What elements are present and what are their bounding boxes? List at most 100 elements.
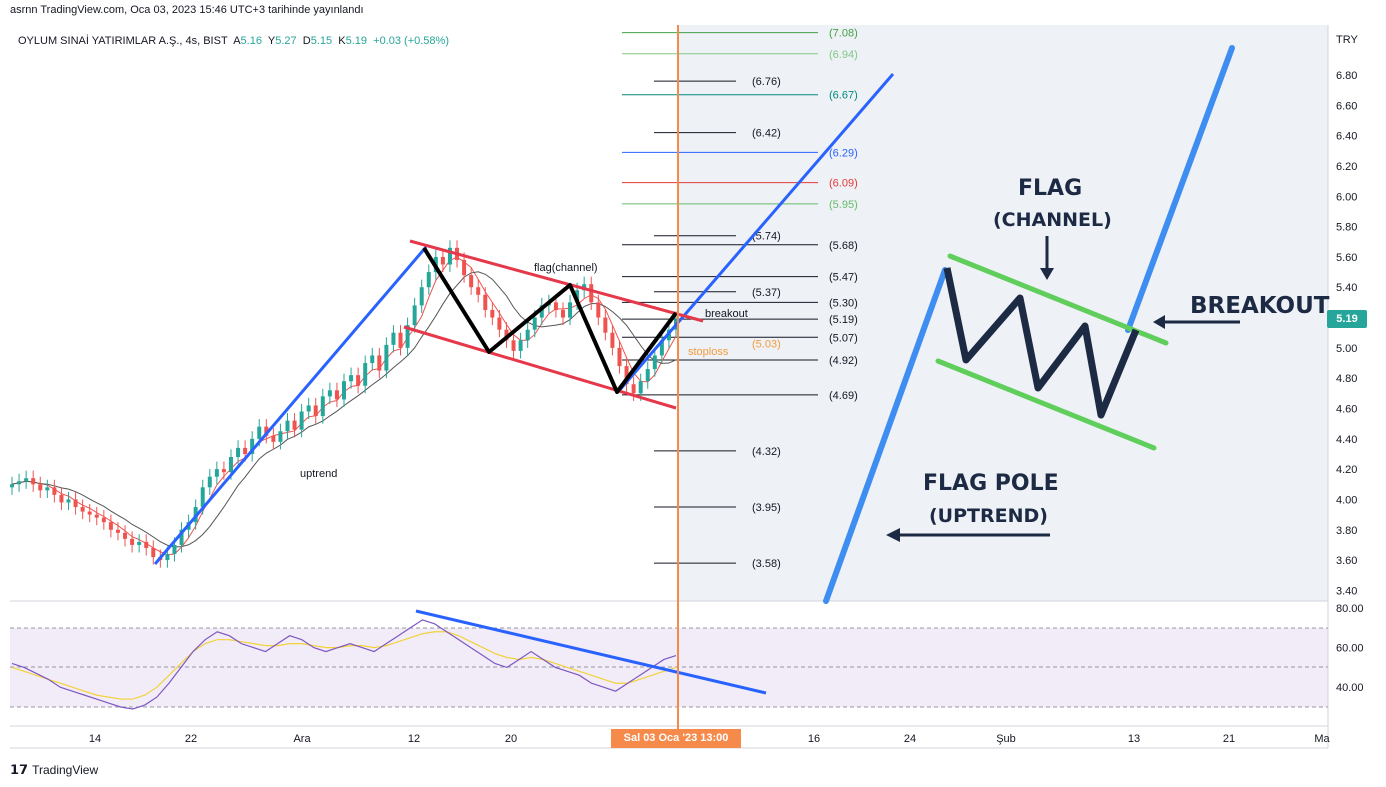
y-tick-label: 6.40: [1336, 131, 1357, 143]
candle-body: [617, 347, 622, 367]
illus-flag-sub: (CHANNEL): [993, 209, 1112, 231]
candle-body: [370, 355, 375, 364]
x-tick-label: 20: [505, 733, 517, 745]
level-label: (5.74): [752, 231, 781, 243]
level-label: (4.69): [829, 390, 858, 402]
candle-body: [17, 481, 22, 485]
illus-pole-sub: (UPTREND): [929, 505, 1048, 527]
change-value: +0.03 (+0.58%): [373, 35, 449, 47]
y-tick-label: 6.20: [1336, 161, 1357, 173]
candle-body: [645, 369, 650, 382]
candle-body: [306, 405, 311, 412]
rsi-tick-label: 40.00: [1336, 682, 1364, 694]
y-tick-label: 3.40: [1336, 585, 1357, 597]
y-tick-label: 4.20: [1336, 464, 1357, 476]
candle-body: [497, 317, 502, 330]
x-tick-label: 24: [904, 733, 916, 745]
channel-bottom-line: [403, 325, 677, 410]
candle-body: [165, 554, 170, 561]
candle-body: [476, 287, 481, 295]
candle-body: [384, 344, 389, 371]
candle-body: [568, 302, 573, 318]
candle-body: [412, 305, 417, 326]
candle-body: [631, 384, 636, 394]
level-label: (4.32): [752, 446, 781, 458]
symbol-info: OYLUM SINAİ YATIRIMLAR A.Ş., 4s, BIST A5…: [18, 35, 449, 47]
rsi-tick-label: 60.00: [1336, 643, 1364, 655]
candle-body: [59, 494, 64, 503]
current-price-tag: 5.19: [1327, 310, 1367, 328]
candle-body: [603, 317, 608, 333]
candle-body: [589, 284, 594, 303]
illus-flag-title: FLAG: [1018, 176, 1083, 201]
x-tick-label: 13: [1128, 733, 1140, 745]
breakout-trend-line: [616, 73, 895, 393]
level-label: (5.95): [829, 199, 858, 211]
candle-body: [243, 447, 248, 454]
candle-body: [214, 469, 219, 477]
candle-body: [560, 309, 565, 318]
candle-body: [525, 329, 530, 341]
candle-body: [349, 375, 354, 382]
candle-body: [73, 499, 78, 508]
uptrend-line: [153, 246, 428, 565]
level-label: (5.68): [829, 240, 858, 252]
candle-body: [419, 287, 424, 306]
candle-body: [483, 294, 488, 310]
illus-breakout: BREAKOUT: [1190, 293, 1330, 319]
level-lines: (7.08) (6.94) (6.76) (6.67) (6.42) (6.29) (6.0…: [622, 28, 858, 570]
low-value: 5.15: [310, 35, 333, 47]
candle-body: [264, 426, 269, 436]
candle-body: [31, 478, 36, 485]
candle-body: [299, 411, 304, 430]
level-label: (5.03): [752, 338, 781, 350]
x-tick-label: Şub: [996, 733, 1016, 745]
candle-body: [313, 405, 318, 417]
rsi-trend-line: [415, 609, 767, 695]
candle-body: [320, 396, 325, 417]
candle-body: [236, 447, 241, 457]
y-tick-label: 5.60: [1336, 252, 1357, 264]
level-label: (6.94): [829, 49, 858, 61]
x-tick-label: Ara: [293, 733, 311, 745]
y-tick-label: 3.60: [1336, 555, 1357, 567]
candle-body: [462, 259, 467, 276]
level-label: (6.29): [829, 147, 858, 159]
candle-body: [596, 302, 601, 318]
y-tick-label: 5.00: [1336, 343, 1357, 355]
high-value: 5.27: [275, 35, 297, 47]
candles: [10, 240, 678, 568]
level-label: (5.47): [829, 272, 858, 284]
candle-body: [363, 363, 368, 386]
level-label: (7.08): [829, 28, 858, 40]
candle-body: [511, 340, 516, 351]
candle-body: [342, 381, 346, 400]
flag-illustration: [823, 45, 1240, 604]
candle-body: [652, 355, 657, 370]
candle-body: [179, 529, 184, 545]
illus-zigzag: [943, 267, 1140, 419]
candle-body: [398, 332, 403, 348]
close-value: 5.19: [345, 35, 368, 47]
candle-body: [137, 541, 142, 545]
candle-body: [405, 325, 410, 348]
candle-body: [108, 522, 113, 530]
candle-body: [327, 390, 332, 397]
rsi-ma-line: [11, 631, 677, 700]
y-tick-label: 4.40: [1336, 434, 1357, 446]
y-tick-label: 6.60: [1336, 100, 1357, 112]
y-tick-label: 5.40: [1336, 282, 1357, 294]
flag-zigzag: [422, 246, 678, 394]
level-label: (5.07): [829, 332, 858, 344]
footer-brand: TradingView: [32, 763, 99, 777]
candle-body: [115, 529, 120, 533]
x-tick-label: 16: [808, 733, 820, 745]
ma-slow-line: [11, 271, 677, 548]
candle-body: [391, 332, 396, 345]
candle-body: [377, 355, 382, 371]
level-label: (5.37): [752, 287, 781, 299]
open-value: 5.16: [240, 35, 262, 47]
candle-body: [271, 435, 276, 442]
candle-body: [80, 507, 85, 512]
